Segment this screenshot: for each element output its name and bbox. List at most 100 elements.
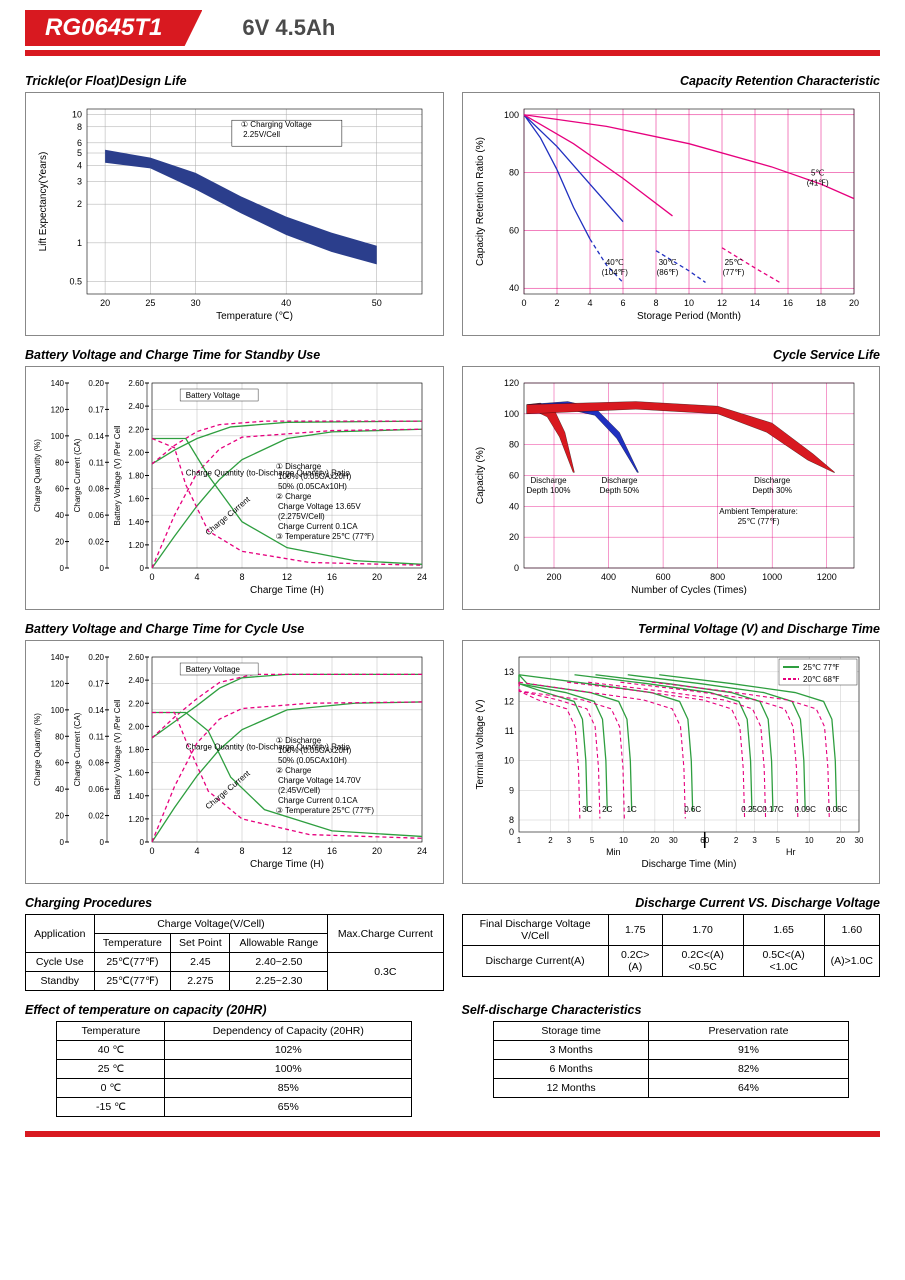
svg-text:80: 80 — [508, 168, 518, 178]
svg-text:11: 11 — [504, 726, 513, 736]
svg-text:0.14: 0.14 — [88, 706, 104, 715]
svg-text:20: 20 — [650, 836, 659, 845]
svg-text:12: 12 — [503, 696, 513, 706]
svg-text:60: 60 — [508, 471, 518, 481]
svg-text:1.40: 1.40 — [128, 792, 144, 801]
svg-text:3: 3 — [77, 177, 82, 187]
svg-text:3C: 3C — [582, 805, 592, 814]
t4-21: 64% — [649, 1079, 848, 1098]
svg-text:140: 140 — [51, 379, 65, 388]
t2-13: 0.5C<(A)<1.0C — [743, 946, 824, 977]
svg-text:0.11: 0.11 — [89, 458, 105, 467]
svg-text:Charge Time (H): Charge Time (H) — [250, 859, 324, 870]
t4-00: 3 Months — [493, 1041, 648, 1060]
chart5-box: 020406080100120140Charge Quantity (%)00.… — [25, 640, 444, 884]
svg-text:12: 12 — [716, 298, 726, 308]
svg-text:Lift Expectancy(Years): Lift Expectancy(Years) — [38, 152, 49, 252]
svg-text:0: 0 — [521, 298, 526, 308]
svg-text:1.60: 1.60 — [128, 495, 144, 504]
svg-text:8: 8 — [77, 122, 82, 132]
svg-text:0.02: 0.02 — [88, 538, 104, 547]
svg-text:Charge Quantity (%): Charge Quantity (%) — [33, 713, 42, 786]
svg-text:2.00: 2.00 — [128, 722, 144, 731]
svg-text:4: 4 — [77, 160, 82, 170]
svg-text:30: 30 — [668, 836, 677, 845]
svg-text:0: 0 — [100, 564, 105, 573]
svg-text:0.20: 0.20 — [88, 379, 104, 388]
chart2-title: Capacity Retention Characteristic — [462, 74, 881, 88]
svg-text:Capacity (%): Capacity (%) — [475, 447, 486, 504]
svg-text:0.09C: 0.09C — [794, 805, 816, 814]
svg-text:80: 80 — [55, 458, 64, 467]
svg-text:DischargeDepth 30%: DischargeDepth 30% — [752, 476, 792, 495]
svg-text:1: 1 — [77, 238, 82, 248]
svg-text:400: 400 — [601, 572, 616, 582]
svg-text:0: 0 — [140, 564, 145, 573]
svg-text:Capacity Retention Ratio (%): Capacity Retention Ratio (%) — [475, 137, 486, 266]
svg-text:10: 10 — [72, 109, 82, 119]
svg-text:1.60: 1.60 — [128, 769, 144, 778]
svg-text:600: 600 — [655, 572, 670, 582]
svg-text:0.06: 0.06 — [88, 785, 104, 794]
t3-11: 100% — [165, 1060, 412, 1079]
svg-text:1.80: 1.80 — [128, 746, 144, 755]
redbar-bottom — [25, 1131, 880, 1137]
svg-text:40: 40 — [508, 283, 518, 293]
svg-text:1C: 1C — [626, 805, 636, 814]
svg-text:0.17: 0.17 — [88, 679, 104, 688]
svg-text:18: 18 — [815, 298, 825, 308]
svg-text:20: 20 — [508, 532, 518, 542]
svg-text:0: 0 — [149, 572, 154, 582]
svg-text:0: 0 — [100, 838, 105, 847]
svg-text:0.11: 0.11 — [89, 732, 105, 741]
svg-text:DischargeDepth 100%: DischargeDepth 100% — [526, 476, 570, 495]
t3-h1: Dependency of Capacity (20HR) — [165, 1022, 412, 1041]
chart4-title: Cycle Service Life — [462, 348, 881, 362]
svg-text:Terminal Voltage (V): Terminal Voltage (V) — [475, 699, 486, 789]
table2-title: Discharge Current VS. Discharge Voltage — [462, 896, 881, 910]
svg-text:10: 10 — [804, 836, 813, 845]
svg-text:3: 3 — [752, 836, 757, 845]
svg-text:Charge Quantity (%): Charge Quantity (%) — [33, 439, 42, 512]
t1-r12: 2.275 — [171, 972, 230, 991]
svg-text:0: 0 — [513, 563, 518, 573]
svg-text:30℃(86℉): 30℃(86℉) — [656, 258, 678, 277]
t1-r11: 25℃(77℉) — [94, 972, 171, 991]
svg-text:20: 20 — [55, 812, 64, 821]
svg-text:5℃(41℉): 5℃(41℉) — [806, 168, 828, 187]
svg-text:9: 9 — [508, 785, 513, 795]
svg-text:Battery Voltage (V) /Per Cell: Battery Voltage (V) /Per Cell — [113, 425, 122, 525]
svg-text:20: 20 — [372, 846, 382, 856]
svg-text:25: 25 — [145, 298, 155, 308]
svg-text:Charge Current: Charge Current — [204, 768, 253, 811]
svg-text:100: 100 — [51, 706, 65, 715]
svg-text:Battery Voltage: Battery Voltage — [186, 665, 241, 674]
svg-text:2: 2 — [554, 298, 559, 308]
svg-text:40: 40 — [281, 298, 291, 308]
svg-text:6: 6 — [620, 298, 625, 308]
svg-text:120: 120 — [51, 405, 65, 414]
svg-text:1200: 1200 — [816, 572, 836, 582]
svg-text:Temperature (℃): Temperature (℃) — [216, 311, 293, 322]
svg-text:8: 8 — [239, 572, 244, 582]
svg-text:80: 80 — [55, 732, 64, 741]
svg-text:30: 30 — [854, 836, 863, 845]
t3-h0: Temperature — [57, 1022, 165, 1041]
svg-text:Battery Voltage: Battery Voltage — [186, 391, 241, 400]
chart1-title: Trickle(or Float)Design Life — [25, 74, 444, 88]
svg-text:140: 140 — [51, 653, 65, 662]
svg-text:0: 0 — [508, 827, 513, 837]
svg-text:24: 24 — [417, 572, 427, 582]
svg-text:4: 4 — [194, 572, 199, 582]
svg-text:16: 16 — [782, 298, 792, 308]
svg-text:Storage Period (Month): Storage Period (Month) — [637, 311, 741, 322]
t4-10: 6 Months — [493, 1060, 648, 1079]
svg-text:5: 5 — [77, 148, 82, 158]
t1-h0: Application — [26, 915, 95, 953]
t3-30: -15 ℃ — [57, 1098, 165, 1117]
svg-text:0.5: 0.5 — [69, 277, 82, 287]
svg-text:40: 40 — [55, 511, 64, 520]
svg-text:Number of Cycles (Times): Number of Cycles (Times) — [631, 585, 747, 596]
svg-text:20: 20 — [372, 572, 382, 582]
t3-10: 25 ℃ — [57, 1060, 165, 1079]
